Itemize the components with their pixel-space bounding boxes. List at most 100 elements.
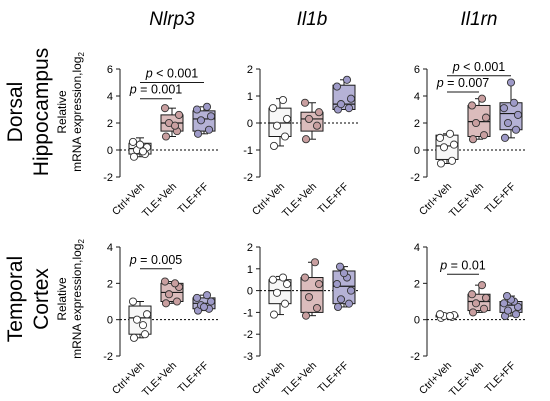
data-point bbox=[272, 121, 282, 130]
data-point bbox=[503, 306, 513, 315]
data-point bbox=[129, 333, 139, 342]
x-tick-label: TLE+FF bbox=[483, 360, 519, 396]
y-tick-label: 4 bbox=[107, 242, 113, 254]
data-point bbox=[192, 293, 202, 302]
data-point bbox=[346, 286, 356, 295]
ylabel-main: mRNA expression,log bbox=[70, 244, 84, 359]
y-tick-label: 2 bbox=[414, 118, 420, 130]
data-point bbox=[282, 114, 292, 123]
data-point bbox=[477, 281, 487, 290]
data-point bbox=[282, 280, 292, 289]
p-symbol: p bbox=[436, 76, 444, 90]
data-point bbox=[445, 129, 455, 138]
data-point bbox=[439, 143, 449, 152]
data-point bbox=[481, 113, 491, 122]
data-point bbox=[339, 269, 349, 278]
p-value: < 0.001 bbox=[460, 60, 506, 74]
data-point bbox=[449, 140, 459, 149]
data-point bbox=[513, 110, 523, 119]
ylabel-line1: Relative bbox=[55, 90, 69, 134]
data-point bbox=[206, 112, 216, 121]
data-point bbox=[314, 108, 324, 117]
y-tick-label: -2 bbox=[243, 329, 253, 341]
p-value: = 0.01 bbox=[447, 258, 486, 272]
data-point bbox=[342, 75, 352, 84]
p-symbol: p bbox=[129, 83, 137, 97]
x-tick-label: TLE+FF bbox=[176, 181, 212, 217]
data-point bbox=[196, 116, 206, 125]
data-point bbox=[468, 135, 478, 144]
x-tick-label: TLE+FF bbox=[316, 360, 352, 396]
row-title-cortex: Cortex bbox=[30, 268, 53, 330]
data-point bbox=[479, 304, 489, 313]
x-tick-label: TLE+Veh bbox=[447, 181, 486, 220]
y-tick-label: 6 bbox=[414, 64, 420, 76]
data-point bbox=[142, 310, 152, 319]
data-point bbox=[300, 273, 310, 282]
data-point bbox=[140, 330, 150, 339]
data-point bbox=[435, 133, 445, 142]
ylabel-subscript: 2 bbox=[77, 239, 86, 244]
significance-label: p < 0.001 bbox=[145, 67, 199, 81]
ylabel-main: mRNA expression,log bbox=[70, 57, 84, 172]
data-point bbox=[202, 291, 212, 300]
data-point bbox=[310, 258, 320, 267]
y-tick-label: 0 bbox=[107, 145, 113, 157]
data-point bbox=[128, 137, 138, 146]
data-point bbox=[499, 299, 509, 308]
y-tick-label: 0 bbox=[247, 118, 253, 130]
data-point bbox=[132, 315, 142, 324]
data-point bbox=[268, 275, 278, 284]
y-tick-label: 2 bbox=[247, 242, 253, 254]
data-point bbox=[509, 98, 519, 107]
data-point bbox=[445, 311, 455, 321]
ylabel-row2: Relative mRNA expression,log2 bbox=[55, 239, 86, 359]
p-value: < 0.001 bbox=[153, 67, 199, 81]
data-point bbox=[160, 104, 170, 113]
data-point bbox=[511, 125, 521, 134]
x-tick-label: TLE+Veh bbox=[140, 181, 179, 220]
data-point bbox=[481, 293, 491, 302]
data-point bbox=[268, 104, 278, 113]
data-point bbox=[333, 302, 343, 312]
y-tick-label: 2 bbox=[414, 278, 420, 290]
y-tick-label: -1 bbox=[243, 145, 253, 157]
data-point bbox=[312, 121, 322, 130]
panel-title: Il1rn bbox=[461, 9, 498, 30]
data-point bbox=[436, 159, 446, 168]
data-point bbox=[170, 121, 180, 130]
data-point bbox=[128, 297, 138, 306]
y-tick-label: 0 bbox=[107, 315, 113, 327]
significance-label: p < 0.001 bbox=[452, 60, 506, 74]
data-point bbox=[513, 302, 523, 312]
data-point bbox=[314, 280, 324, 289]
data-point bbox=[161, 299, 171, 308]
data-point bbox=[278, 96, 288, 105]
data-point bbox=[304, 114, 314, 123]
data-point bbox=[301, 135, 311, 144]
y-tick-label: 2 bbox=[107, 118, 113, 130]
y-tick-label: 1 bbox=[247, 264, 253, 276]
data-point bbox=[479, 131, 489, 140]
data-point bbox=[336, 295, 346, 304]
data-point bbox=[300, 98, 310, 107]
significance-label: p = 0.01 bbox=[439, 258, 486, 272]
y-tick-label: 6 bbox=[107, 64, 113, 76]
data-point bbox=[138, 147, 148, 156]
p-symbol: p bbox=[439, 258, 447, 272]
p-value: = 0.005 bbox=[137, 253, 183, 267]
y-tick-label: -2 bbox=[410, 172, 420, 184]
data-point bbox=[502, 291, 512, 301]
data-point bbox=[312, 303, 322, 313]
data-point bbox=[170, 279, 180, 288]
data-point bbox=[467, 101, 477, 110]
data-point bbox=[174, 110, 184, 119]
data-point bbox=[335, 262, 345, 271]
data-point bbox=[161, 132, 171, 141]
